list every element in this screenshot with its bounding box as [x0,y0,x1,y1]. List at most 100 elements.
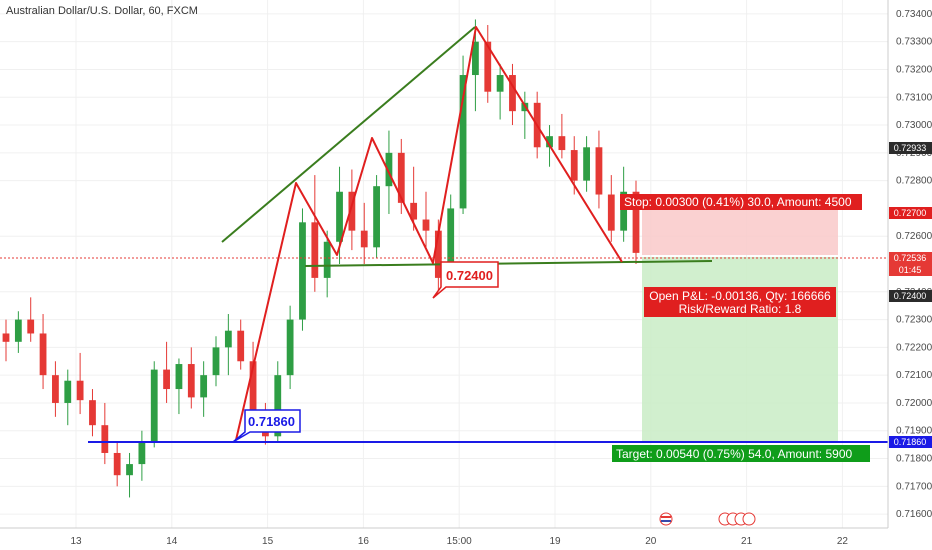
candle-down [101,425,109,453]
candle-down [632,191,640,253]
candle-up [546,136,553,148]
candle-down [113,452,121,476]
candle-down [434,230,442,278]
price-tick-label: 0.71700 [896,481,932,492]
price-tag-countdown-text: 01:45 [899,265,922,275]
candle-down [360,230,368,248]
candle-down [39,333,47,376]
candle-down [187,364,195,398]
price-tick-label: 0.73200 [896,64,932,75]
price-tag-current: 0.72536 [889,252,932,264]
time-tick-label: 14 [166,536,178,547]
time-tick-label: 16 [358,536,370,547]
candle-up [64,380,72,403]
candle-down [410,202,418,220]
pnl-label-text: Open P&L: -0.00136, Qty: 166666 [649,289,831,303]
candle-up [212,347,220,376]
price-tick-label: 0.73400 [896,9,932,20]
chart-title: Australian Dollar/U.S. Dollar, 60, FXCM [6,5,198,17]
candle-down [52,375,59,403]
price-tag-stop-text: 0.72700 [894,208,927,218]
price-tick-label: 0.73300 [896,37,932,48]
price-tick-label: 0.72600 [896,231,932,242]
neckline[interactable] [304,260,713,267]
time-tick-label: 13 [70,536,82,547]
trend-line[interactable] [221,26,476,243]
candle-up [385,152,393,187]
candle-up [620,191,628,231]
price-tick-label: 0.72200 [896,342,932,353]
candle-down [595,147,603,195]
time-tick-label: 22 [837,536,849,547]
candle-down [397,152,405,203]
stop-label[interactable]: Stop: 0.00300 (0.41%) 30.0, Amount: 4500 [620,194,862,210]
candle-down [237,330,245,362]
candle-down [422,219,430,231]
price-tag-support-text: 0.72400 [894,291,927,301]
label-neckline[interactable]: 0.72400 [432,261,499,299]
candle-down [76,380,84,401]
candle-up [472,41,479,76]
price-tick-label: 0.72000 [896,398,932,409]
price-tag-current-text: 0.72536 [894,253,927,263]
time-tick-label: 20 [645,536,657,547]
candle-up [496,75,504,92]
candle-up [286,319,294,376]
candle-up [447,208,455,278]
candle-up [138,441,146,465]
candle-up [274,375,282,437]
candle-up [200,375,208,398]
candle-down [163,369,170,390]
candle-up [224,330,232,348]
event-marker-2[interactable] [718,512,756,526]
price-tag-open: 0.72933 [889,142,932,154]
target-zone [642,257,838,443]
zigzag-pattern[interactable] [235,26,623,441]
event-marker-1[interactable] [659,512,673,526]
rr-label-text: Risk/Reward Ratio: 1.8 [679,302,802,316]
price-tag-support: 0.72400 [889,290,932,302]
candle-down [570,150,578,181]
time-tick-label: 21 [741,536,753,547]
target-label[interactable]: Target: 0.00540 (0.75%) 54.0, Amount: 59… [612,445,870,462]
candle-up [459,75,467,209]
price-tick-label: 0.73100 [896,92,932,103]
price-tag-stop: 0.72700 [889,207,932,219]
candle-down [607,194,615,231]
candle-up [126,464,133,476]
price-tick-label: 0.71800 [896,454,932,465]
price-tick-label: 0.72300 [896,315,932,326]
candle-up [150,369,158,442]
price-tick-label: 0.71900 [896,426,932,437]
candle-down [311,222,319,278]
candle-up [583,147,590,181]
price-tag-open-text: 0.72933 [894,143,927,153]
candle-down [558,136,566,151]
price-tick-label: 0.72100 [896,370,932,381]
price-tick-label: 0.71600 [896,509,932,520]
pnl-label[interactable]: Open P&L: -0.00136, Qty: 166666 Risk/Rew… [644,287,836,317]
candle-down [27,319,35,334]
target-label-text: Target: 0.00540 (0.75%) 54.0, Amount: 59… [616,447,852,461]
time-tick-label: 15:00 [447,536,472,547]
candle-down [509,75,516,112]
candle-up [299,222,306,320]
candle-down [2,333,10,342]
price-tag-target-text: 0.71860 [894,437,927,447]
candle-up [14,319,22,342]
time-tick-label: 19 [549,536,561,547]
label-low[interactable]: 0.71860 [232,409,301,443]
candle-down [89,400,96,426]
candle-up [373,186,380,248]
candle-down [249,361,257,417]
candle-down [484,41,492,92]
time-tick-label: 15 [262,536,274,547]
price-tag-countdown: 01:45 [889,264,932,276]
price-tag-target: 0.71860 [889,436,932,448]
label-low-text: 0.71860 [248,414,295,429]
candle-up [323,241,331,278]
stop-label-text: Stop: 0.00300 (0.41%) 30.0, Amount: 4500 [624,195,852,209]
price-tick-label: 0.72800 [896,176,932,187]
